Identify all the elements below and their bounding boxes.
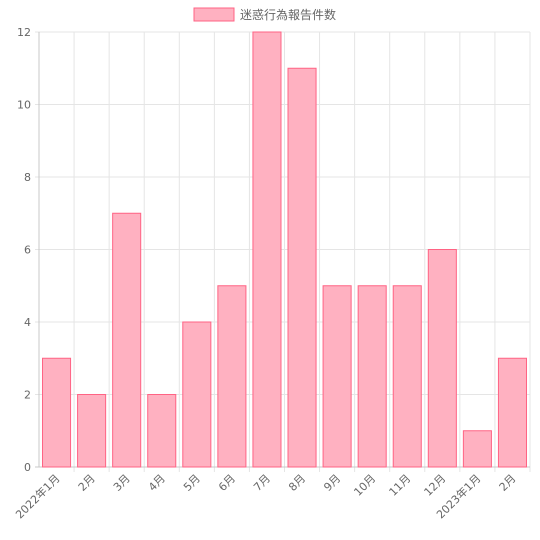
- bar[interactable]: [287, 67, 317, 468]
- bar[interactable]: [497, 357, 527, 468]
- y-tick-label: 4: [24, 316, 31, 329]
- y-tick-label: 0: [24, 461, 31, 474]
- bar[interactable]: [427, 249, 457, 468]
- x-tick-label: 12月: [422, 472, 449, 499]
- legend-swatch: [193, 7, 235, 22]
- bar[interactable]: [77, 394, 107, 468]
- bar[interactable]: [252, 31, 282, 468]
- gridlines: [35, 31, 531, 472]
- x-tick-label: 8月: [286, 472, 308, 494]
- x-tick-label: 10月: [351, 472, 378, 499]
- x-tick-label: 6月: [216, 472, 238, 494]
- bar[interactable]: [147, 394, 177, 468]
- x-tick-label: 2022年1月: [12, 471, 62, 521]
- bar[interactable]: [42, 357, 72, 468]
- bar[interactable]: [217, 285, 247, 468]
- y-tick-label: 8: [24, 171, 31, 184]
- x-tick-label: 5月: [181, 472, 203, 494]
- y-axis-tick-labels: 0 2 4 6 8 10 12: [17, 26, 31, 474]
- legend-label: 迷惑行為報告件数: [240, 7, 336, 22]
- x-tick-label: 11月: [387, 472, 414, 499]
- bar[interactable]: [462, 430, 492, 468]
- x-tick-label: 7月: [251, 472, 273, 494]
- legend[interactable]: 迷惑行為報告件数: [193, 7, 336, 22]
- x-tick-label: 2月: [76, 472, 98, 494]
- y-tick-label: 2: [24, 389, 31, 402]
- bar[interactable]: [182, 321, 212, 468]
- x-tick-label: 2月: [497, 472, 519, 494]
- x-tick-label: 9月: [321, 472, 343, 494]
- bar[interactable]: [357, 285, 387, 468]
- y-tick-label: 10: [17, 99, 31, 112]
- bars: [42, 31, 527, 468]
- y-tick-label: 12: [17, 26, 31, 39]
- bar[interactable]: [392, 285, 422, 468]
- bar[interactable]: [322, 285, 352, 468]
- bar[interactable]: [112, 212, 142, 468]
- x-tick-label: 3月: [111, 472, 133, 494]
- x-tick-label: 4月: [146, 472, 168, 494]
- y-tick-label: 6: [24, 244, 31, 257]
